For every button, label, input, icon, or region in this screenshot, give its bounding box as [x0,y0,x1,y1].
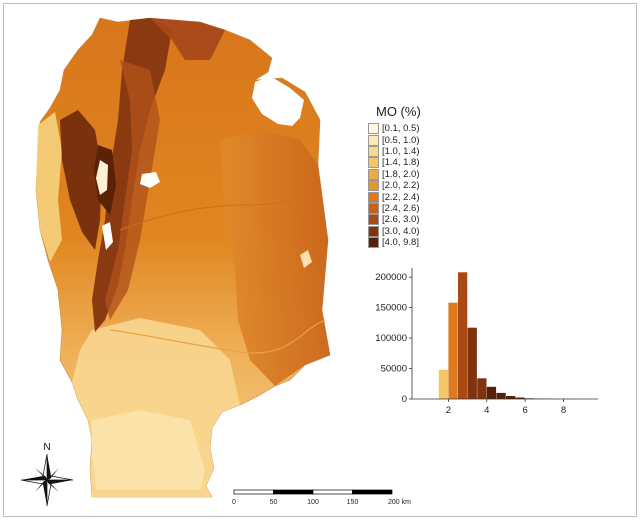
histogram-bar [458,272,468,399]
legend-label: [2.4, 2.6) [382,202,420,214]
scale-bar-segment [312,489,353,495]
histogram-bar [438,369,449,399]
legend: MO (%) [0.1, 0.5) [0.5, 1.0) [1.0, 1.4) [1.… [368,104,421,249]
legend-label: [1.8, 2.0) [382,168,420,180]
legend-swatch [368,134,379,146]
legend-item: [1.8, 2.0) [368,168,421,180]
legend-label: [1.4, 1.8) [382,157,420,169]
histogram-x-tick-label: 4 [484,405,489,416]
scale-bar-label: 200 km [388,499,411,506]
legend-label: [2.0, 2.2) [382,180,420,192]
eastern-region [220,130,330,386]
sierras-pale-spot [96,160,108,195]
legend-item: [0.5, 1.0) [368,134,421,146]
legend-swatch [368,157,379,169]
map-frame [3,3,637,517]
legend-label: [4.0, 9.8] [382,237,419,249]
legend-label: [2.6, 3.0) [382,214,420,226]
legend-item: [1.4, 1.8) [368,157,421,169]
legend-item: [4.0, 9.8] [368,237,421,249]
scale-bar-label: 100 [307,499,319,506]
legend-label: [1.0, 1.4) [382,145,420,157]
legend-item: [2.4, 2.6) [368,202,421,214]
histogram-bar [448,302,458,399]
histogram: 0 50000 100000 150000 200000 2 4 6 8 [375,268,598,416]
legend-item: [3.0, 4.0) [368,225,421,237]
no-data-gap-3 [300,250,312,268]
no-data-gap-2 [102,222,113,250]
legend-swatch [368,225,379,237]
legend-swatch [368,123,379,135]
sierras-west [60,110,102,250]
scale-bar-label: 150 [347,499,359,506]
histogram-bar [486,386,497,399]
legend-label: [0.1, 0.5) [382,123,420,135]
legend-swatch [368,214,379,226]
histogram-y-tick-label: 200000 [375,272,407,283]
histogram-x-tick-label: 8 [561,405,566,416]
scale-bar-label: 0 [232,499,236,506]
no-data-gap-1 [140,172,160,188]
river-2 [119,189,319,231]
histogram-y-tick-label: 150000 [375,303,407,314]
histogram-x-tick-label: 2 [446,405,451,416]
scale-bar-label: 50 [270,499,278,506]
histogram-bar [467,327,477,399]
legend-label: [0.5, 1.0) [382,134,420,146]
river-1 [109,319,326,354]
legend-swatch [368,202,379,214]
legend-item: [2.0, 2.2) [368,180,421,192]
north-arrow-label: N [43,442,50,453]
north-arrow: N [20,442,74,506]
sierras-north [150,18,225,60]
southwest-pale-patch [92,410,205,490]
histogram-y-tick-label: 50000 [381,364,407,375]
legend-swatch [368,168,379,180]
legend-label: [2.2, 2.4) [382,191,420,203]
legend-title: MO (%) [376,104,421,119]
histogram-y-tick-label: 0 [402,394,407,405]
compass-rose-icon [20,453,74,506]
legend-item: [0.1, 0.5) [368,123,421,135]
legend-label: [3.0, 4.0) [382,225,420,237]
legend-swatch [368,180,379,192]
histogram-x-tick-label: 6 [522,405,527,416]
legend-item: [2.2, 2.4) [368,191,421,203]
scale-bar-segment [352,489,393,495]
lake [252,76,304,126]
scale-bar-segment [233,489,274,495]
sierras-fringe [105,60,160,320]
legend-item: [2.6, 3.0) [368,214,421,226]
histogram-bar [515,397,525,399]
scale-bar-segment [273,489,314,495]
legend-item: [1.0, 1.4) [368,145,421,157]
histogram-bar [496,392,506,399]
legend-swatch [368,145,379,157]
histogram-y-tick-label: 100000 [375,333,407,344]
legend-swatch [368,191,379,203]
legend-swatch [368,237,379,249]
legend-items: [0.1, 0.5) [0.5, 1.0) [1.0, 1.4) [1.4, 1.8)… [368,123,421,249]
histogram-bar [477,378,487,399]
scale-bar: 0 50 100 150 200 km [232,489,411,506]
histogram-bar [506,396,516,399]
western-pale-strip [36,112,62,262]
